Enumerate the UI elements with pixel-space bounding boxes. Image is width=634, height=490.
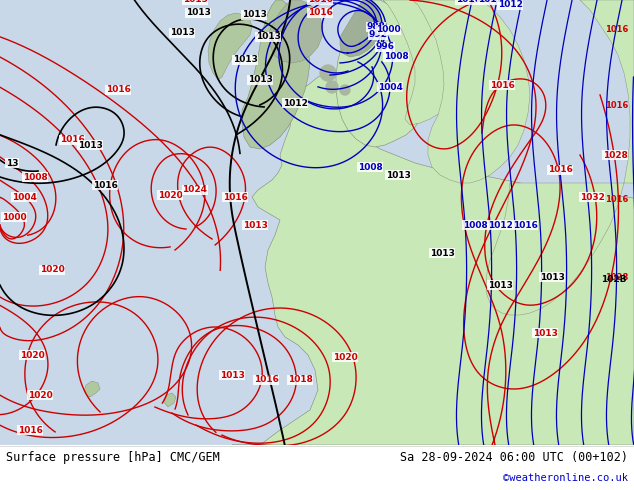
Text: 102B: 102B	[602, 275, 627, 285]
Text: 1016: 1016	[605, 100, 628, 109]
Polygon shape	[486, 0, 634, 315]
Circle shape	[340, 85, 350, 95]
Text: 1012: 1012	[283, 98, 307, 107]
Text: 1012: 1012	[498, 0, 522, 9]
Polygon shape	[383, 0, 462, 125]
Text: 1013: 1013	[233, 55, 257, 65]
Text: 1016: 1016	[307, 8, 332, 18]
Text: 1013: 1013	[540, 272, 564, 281]
Text: 1016: 1016	[489, 80, 514, 90]
Text: 1016: 1016	[512, 220, 538, 229]
Text: 1013: 1013	[242, 10, 266, 20]
Text: 1016: 1016	[223, 193, 247, 201]
Text: 1016: 1016	[307, 0, 332, 4]
Text: 1013: 1013	[533, 328, 557, 338]
Polygon shape	[340, 0, 382, 57]
Text: 1004: 1004	[378, 82, 403, 92]
Text: 1016: 1016	[106, 85, 131, 95]
Text: ©weatheronline.co.uk: ©weatheronline.co.uk	[503, 473, 628, 483]
Circle shape	[326, 81, 338, 93]
Text: 1016: 1016	[605, 25, 628, 34]
Text: 1020: 1020	[158, 191, 183, 199]
Polygon shape	[242, 0, 310, 149]
Text: Sa 28-09-2024 06:00 UTC (00+102): Sa 28-09-2024 06:00 UTC (00+102)	[400, 450, 628, 464]
Polygon shape	[268, 0, 323, 63]
Text: 1013: 1013	[77, 141, 103, 149]
Text: 1013: 1013	[183, 0, 207, 4]
Text: 992: 992	[368, 30, 387, 40]
Text: 1020: 1020	[20, 350, 44, 360]
Text: 1024: 1024	[183, 186, 207, 195]
Text: 1013: 1013	[247, 75, 273, 84]
Polygon shape	[84, 381, 100, 397]
Text: 1013: 1013	[488, 280, 512, 290]
Text: 13: 13	[6, 158, 18, 168]
Polygon shape	[336, 0, 430, 147]
Text: 1008: 1008	[358, 163, 382, 172]
Text: 1013: 1013	[430, 248, 455, 258]
Text: 1020: 1020	[39, 266, 65, 274]
Text: 1018: 1018	[288, 375, 313, 385]
Text: 1013: 1013	[385, 171, 410, 179]
Text: 1012: 1012	[477, 0, 502, 4]
Text: 1016: 1016	[60, 136, 84, 145]
Text: 988: 988	[366, 23, 385, 31]
Text: 1016: 1016	[548, 166, 573, 174]
Text: 1008: 1008	[463, 220, 488, 229]
Text: 1028: 1028	[602, 150, 628, 160]
Text: 1016: 1016	[456, 0, 481, 4]
Text: 1016: 1016	[18, 425, 42, 435]
Text: 1020: 1020	[28, 391, 53, 399]
Text: 1013: 1013	[169, 28, 195, 38]
Text: 1008: 1008	[384, 52, 408, 62]
Text: 1004: 1004	[11, 193, 36, 201]
Text: 1012: 1012	[488, 220, 512, 229]
Circle shape	[320, 65, 336, 81]
Text: 1000: 1000	[2, 213, 27, 221]
Text: Surface pressure [hPa] CMC/GEM: Surface pressure [hPa] CMC/GEM	[6, 450, 220, 464]
Text: 1032: 1032	[579, 193, 604, 201]
Polygon shape	[208, 13, 252, 80]
Text: 1020: 1020	[333, 352, 358, 362]
Text: 1008: 1008	[23, 172, 48, 181]
Polygon shape	[0, 0, 634, 445]
Text: 1016: 1016	[605, 196, 628, 204]
Text: 1013: 1013	[243, 220, 268, 229]
Polygon shape	[232, 73, 634, 445]
Text: 1016: 1016	[254, 375, 278, 385]
Text: 1028: 1028	[605, 272, 628, 281]
Text: 1013: 1013	[186, 8, 210, 18]
Text: 996: 996	[375, 43, 394, 51]
Polygon shape	[163, 393, 176, 407]
Text: 1013: 1013	[219, 370, 245, 379]
Polygon shape	[0, 445, 634, 490]
Text: 1016: 1016	[93, 180, 117, 190]
Text: 1013: 1013	[256, 32, 280, 42]
Text: 1000: 1000	[376, 25, 400, 34]
Polygon shape	[412, 0, 530, 183]
